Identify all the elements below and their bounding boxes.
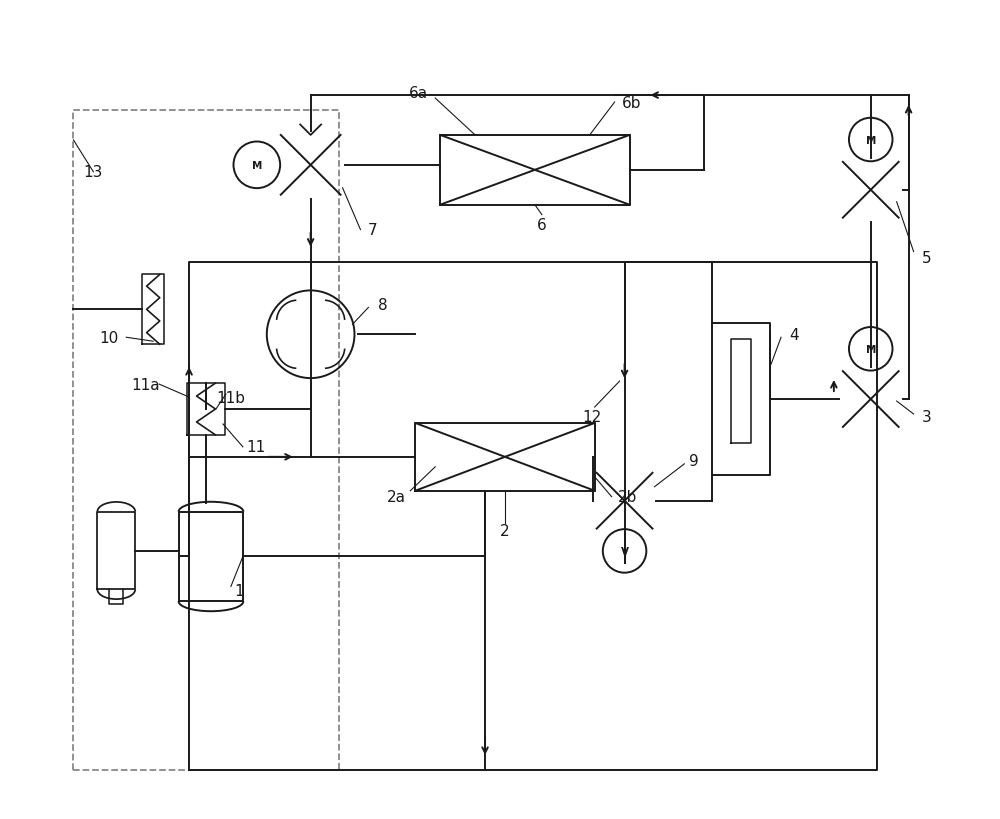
Text: 2: 2: [500, 523, 510, 538]
Text: 1: 1: [234, 583, 244, 598]
Text: 12: 12: [582, 410, 601, 425]
Text: 6a: 6a: [409, 85, 428, 101]
Text: 9: 9: [689, 454, 699, 468]
Text: 2b: 2b: [618, 490, 637, 505]
Text: 13: 13: [84, 165, 103, 180]
Text: 5: 5: [922, 251, 931, 265]
Text: M: M: [252, 161, 262, 170]
Text: 6: 6: [537, 218, 547, 233]
Text: 11a: 11a: [131, 377, 160, 392]
Text: 6b: 6b: [622, 96, 641, 111]
Text: 10: 10: [100, 330, 119, 346]
Text: 11b: 11b: [216, 390, 245, 405]
Text: 8: 8: [378, 297, 387, 313]
Text: 3: 3: [922, 410, 931, 425]
Text: M: M: [866, 135, 876, 145]
Text: 7: 7: [368, 223, 377, 238]
Text: 4: 4: [789, 328, 799, 342]
Text: V: V: [621, 546, 629, 556]
Text: 2a: 2a: [387, 490, 406, 505]
Text: M: M: [866, 344, 876, 355]
Text: 11: 11: [246, 440, 265, 455]
